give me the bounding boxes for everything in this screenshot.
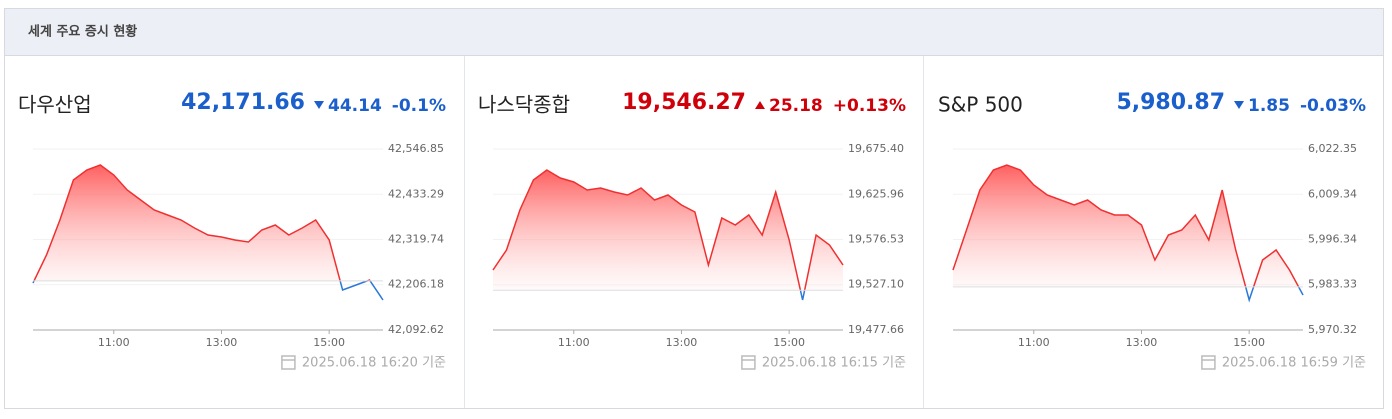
area [953,165,1303,287]
y-tick-label: 6,022.35 [1308,142,1357,155]
y-tick-label: 5,983.33 [1308,278,1357,291]
y-tick-label: 6,009.34 [1308,187,1357,200]
calendar-icon [1201,355,1216,370]
y-tick-label: 42,433.29 [388,187,444,200]
change-rate: -0.1% [392,96,446,116]
line-up [33,164,372,281]
change: 44.14 [328,96,382,116]
change: 25.18 [769,96,823,116]
y-tick-label: 19,576.53 [848,233,904,246]
updated-time: 2025.06.18 16:20 기준 [302,356,446,371]
change-rate: +0.13% [833,96,906,116]
line-up [952,164,1300,287]
area [34,165,371,281]
y-tick-label: 42,092.62 [388,323,444,336]
y-tick-label: 42,319.74 [388,232,444,245]
y-tick-label: 19,527.10 [848,278,904,291]
x-tick-label: 15:00 [773,336,805,349]
y-tick-label: 19,675.40 [848,142,904,155]
x-tick-label: 13:00 [206,336,238,349]
x-tick-label: 15:00 [1233,336,1265,349]
change-rate: -0.03% [1300,96,1366,116]
price: 19,546.27 [622,90,746,115]
x-tick-label: 11:00 [558,336,590,349]
direction-arrow [754,101,765,109]
y-tick-label: 42,206.18 [388,278,444,291]
change: 1.85 [1248,96,1290,116]
updated-time: 2025.06.18 16:59 기준 [1222,356,1366,371]
area [493,170,843,291]
board-frame [4,8,1384,409]
index-name: 나스닥종합 [478,93,570,117]
y-tick-label: 5,970.32 [1308,323,1357,336]
x-tick-label: 11:00 [98,336,130,349]
y-tick-label: 19,477.66 [848,323,904,336]
direction-arrow [314,101,324,109]
calendar-icon [281,355,296,370]
line-up [492,169,844,291]
y-tick-label: 42,546.85 [388,142,444,155]
direction-arrow [1234,101,1244,109]
x-tick-label: 13:00 [666,336,698,349]
x-tick-label: 11:00 [1018,336,1050,349]
updated-time: 2025.06.18 16:15 기준 [762,356,906,371]
header-title: 세계 주요 증시 현황 [28,24,137,40]
price: 5,980.87 [1116,90,1225,115]
index-name: 다우산업 [18,93,92,117]
x-tick-label: 15:00 [313,336,345,349]
x-tick-label: 13:00 [1126,336,1158,349]
y-tick-label: 19,625.96 [848,187,904,200]
calendar-icon [741,355,756,370]
header-bar [4,8,1384,56]
index-name: S&P 500 [938,93,1023,117]
y-tick-label: 5,996.34 [1308,232,1357,245]
price: 42,171.66 [181,90,305,115]
